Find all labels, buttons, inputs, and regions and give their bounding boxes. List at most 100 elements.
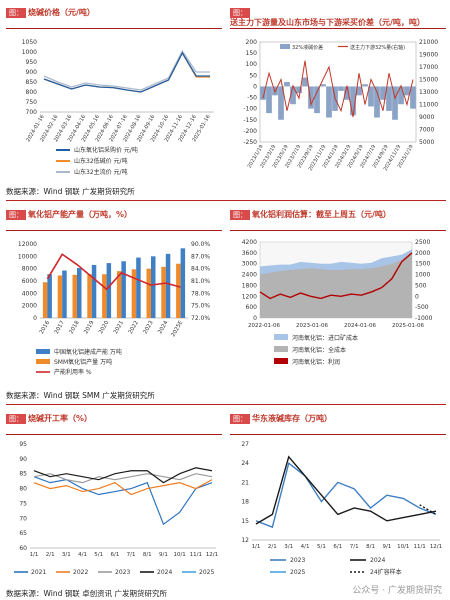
- y-tick-label-left: 0: [253, 315, 257, 322]
- series-line-山东32主流价 元/吨: [43, 49, 210, 91]
- y-tick-label-left: 50: [249, 72, 257, 79]
- x-tick-label: 2018: [69, 320, 81, 336]
- y-tick-label-right: 84.0%: [191, 266, 210, 273]
- x-tick-label: 6/1: [333, 544, 342, 550]
- bar: [386, 86, 392, 111]
- figure-tag: 图：: [230, 8, 250, 18]
- bar-capacity: [165, 253, 171, 318]
- y-tick-label-left: 12000: [18, 241, 37, 248]
- x-tick-label: 2025E: [170, 320, 184, 339]
- x-tick-label: 10/1: [397, 544, 409, 550]
- y-tick-label: 15: [241, 518, 249, 525]
- legend-label: 山东32低碱价 元/吨: [74, 157, 128, 165]
- bar-capacity: [180, 248, 186, 318]
- bar: [302, 77, 308, 87]
- y-tick-label: 85: [19, 471, 27, 478]
- bar-output: [102, 274, 107, 318]
- x-tick-label: 11/1: [190, 552, 202, 558]
- series-line-2024: [255, 455, 437, 525]
- bar-capacity: [77, 268, 82, 318]
- legend-label: 32%液碱价差: [292, 44, 323, 51]
- panel-title: 图： 烧碱开工率（%）: [6, 414, 222, 435]
- series-line-2021: [33, 476, 213, 526]
- legend-swatch: [36, 349, 50, 354]
- series-line-2023: [33, 473, 213, 484]
- chart-5: 12 15 18 21 24 27 1/1 2/1 3/1 4/1 5/1 6/1 7/1 8/1 9/1 1…: [230, 436, 446, 588]
- panel-alumina-profit: 图： 氧化铝利润估算：截至上周五（元/吨） 0 600 1200 1800 2400 300…: [230, 210, 446, 382]
- legend-label: 河南氧化铝：进口矿成本: [292, 334, 358, 342]
- bar: [314, 86, 320, 114]
- x-tick-label: 3/1: [62, 552, 71, 558]
- y-tick-label-left: 6000: [22, 278, 37, 285]
- y-tick-label: 850: [26, 79, 38, 86]
- legend-swatch: [274, 358, 288, 364]
- panel-title: 图： 烧碱价格（元/吨）: [6, 8, 222, 29]
- legend-label: 2022: [73, 569, 88, 576]
- figure-tag: 图：: [6, 8, 26, 18]
- bar-capacity: [136, 257, 141, 318]
- y-tick-label-left: 100: [246, 61, 258, 68]
- x-tick-label: 2017: [54, 320, 66, 336]
- x-tick-label: 2023-01-06: [296, 323, 328, 329]
- bar-output: [87, 274, 92, 318]
- legend-swatch: [274, 334, 288, 340]
- series-line-24扩容样本: [419, 504, 437, 516]
- source-note: 数据来源：Wind 钢联 广发期货研究所: [6, 187, 135, 196]
- legend-swatch: [36, 359, 50, 364]
- bar: [362, 84, 368, 87]
- x-tick-label: 4/1: [301, 544, 310, 550]
- y-tick-label: 80: [19, 486, 27, 493]
- bar-output: [131, 269, 137, 318]
- y-tick-label-right: 5000: [419, 139, 434, 146]
- source-note: 数据来源：Wind 钢联 卓创资讯 广发期货研究所: [6, 589, 167, 598]
- y-tick-label-left: 600: [246, 304, 258, 311]
- y-tick-label-right: 21000: [419, 39, 438, 46]
- y-tick-label-left: 150: [246, 50, 258, 57]
- series-line-2023: [255, 461, 437, 529]
- y-tick-label-left: -150: [243, 117, 257, 124]
- bar: [380, 86, 386, 100]
- figure-tag: 图：: [6, 210, 26, 220]
- y-tick-label-right: 500: [415, 282, 427, 289]
- legend-label: 2025: [290, 569, 305, 576]
- y-tick-label-left: -250: [243, 139, 257, 146]
- legend-label: 24扩容样本: [370, 568, 402, 576]
- y-tick-label-left: 200: [246, 39, 258, 46]
- y-tick-label: 18: [241, 499, 249, 506]
- x-tick-label: 2025-01-06: [392, 323, 424, 329]
- y-tick-label: 75: [19, 500, 27, 507]
- series-line-volume: [262, 60, 414, 118]
- legend-label: 2024: [370, 557, 385, 564]
- bar: [404, 86, 410, 96]
- x-tick-label: 2/1: [46, 552, 55, 558]
- y-tick-label-right: 9000: [419, 114, 434, 121]
- x-tick-label: 2022-01-06: [248, 323, 280, 329]
- y-tick-label: 750: [26, 99, 38, 106]
- y-tick-label-right: 1000: [415, 272, 430, 279]
- y-tick-label: 12: [241, 537, 249, 544]
- y-tick-label-left: 3600: [242, 250, 257, 257]
- y-tick-label-right: 13000: [419, 89, 438, 96]
- x-tick-label: 7/1: [127, 552, 136, 558]
- x-tick-label: 11/1: [413, 544, 425, 550]
- x-tick-label: 2019: [83, 320, 95, 336]
- panel-title: 图： 氧化铝利润估算：截至上周五（元/吨）: [230, 210, 446, 231]
- chart-1: -250 -200 -150 -100 -50 0 50 100 150 200 5000 7000 9…: [230, 34, 446, 180]
- x-tick-label: 12/1: [206, 552, 218, 558]
- legend-label: 山东32主流价 元/吨: [74, 168, 128, 176]
- x-tick-label: 2021: [113, 320, 125, 335]
- bar-capacity: [62, 270, 67, 318]
- x-tick-label: 1/1: [30, 552, 39, 558]
- y-tick-label-right: 72.0%: [191, 315, 210, 322]
- series-line-profit: [259, 252, 413, 300]
- x-tick-label: 4/1: [78, 552, 87, 558]
- x-tick-label: 2024-01-06: [344, 323, 376, 329]
- bar: [320, 84, 326, 87]
- y-tick-label-right: 11000: [419, 102, 438, 109]
- y-tick-label-left: 0: [253, 83, 257, 90]
- bar-output: [161, 266, 166, 318]
- x-tick-label: 2/1: [268, 544, 277, 550]
- bar-output: [146, 268, 151, 318]
- y-tick-label-right: 17000: [419, 64, 438, 71]
- x-tick-label: 5/1: [94, 552, 103, 558]
